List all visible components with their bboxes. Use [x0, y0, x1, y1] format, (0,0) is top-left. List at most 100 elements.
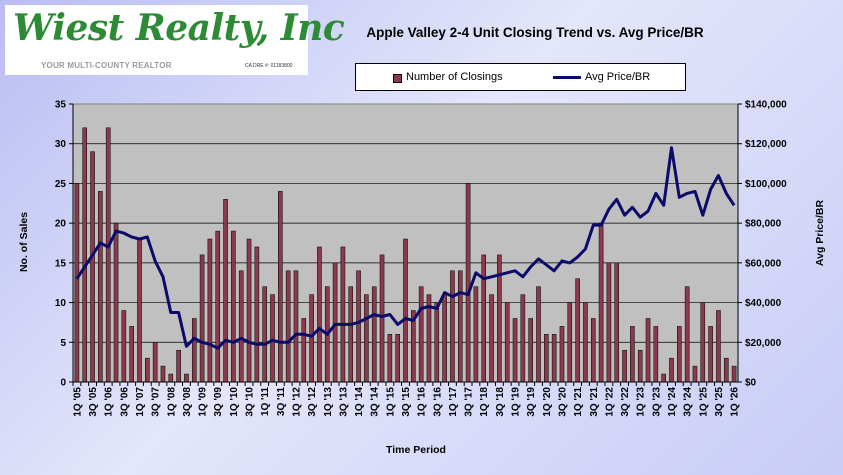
closings-bar — [528, 318, 533, 383]
closings-bar — [700, 302, 706, 383]
x-tick-label: 1Q '21 — [573, 387, 584, 417]
closings-bar — [285, 270, 291, 383]
closings-bar — [489, 294, 494, 383]
x-tick-label: 1Q '18 — [479, 387, 490, 417]
closings-bar — [207, 238, 213, 383]
y-tick-label: 30 — [55, 139, 67, 150]
x-axis-ticks: 1Q '05 3Q '05 1Q '06 3Q '06 1Q '07 3Q '07 1Q '… — [72, 381, 741, 417]
y-tick-label: 5 — [60, 338, 66, 349]
closings-bar — [481, 254, 487, 383]
closings-bar — [473, 286, 479, 383]
closings-bar — [434, 302, 440, 383]
y-tick-label: 20 — [55, 219, 67, 230]
closings-bar — [293, 270, 299, 383]
closings-bar — [301, 318, 307, 383]
x-tick-label: 3Q '19 — [526, 387, 537, 417]
closings-bar — [364, 294, 369, 383]
x-tick-label: 3Q '05 — [88, 387, 99, 417]
closings-bar — [176, 349, 181, 383]
closings-bar — [215, 230, 221, 383]
logo-brand-text: Wiest Realty, Inc — [13, 7, 345, 49]
closings-bar — [74, 183, 80, 383]
closings-bar — [379, 254, 385, 383]
x-tick-label: 3Q '18 — [495, 387, 506, 417]
x-axis-title: Time Period — [386, 444, 446, 456]
closings-bar — [716, 310, 721, 383]
closings-bar — [145, 357, 150, 383]
closings-bar — [348, 286, 354, 383]
x-tick-label: 3Q '12 — [307, 387, 318, 417]
y2-tick-label: $80,000 — [745, 219, 782, 230]
closings-bar — [168, 373, 174, 383]
left-axis-ticks: 0 5 10 15 20 25 30 35 — [55, 100, 74, 389]
closings-bar — [223, 199, 228, 383]
closings-bar — [246, 238, 252, 383]
right-axis-ticks: $0 $20,000 $40,000 $60,000 $80,000 $100,000 $1… — [737, 100, 787, 389]
closings-bar — [231, 230, 236, 383]
x-tick-label: 1Q '22 — [604, 387, 615, 417]
closings-bar — [317, 246, 322, 383]
x-tick-label: 3Q '20 — [557, 387, 568, 417]
closings-bar — [160, 365, 166, 383]
company-logo: Wiest Realty, Inc YOUR MULTI-COUNTY REAL… — [5, 5, 345, 75]
x-tick-label: 3Q '08 — [182, 387, 193, 417]
closings-bar — [575, 278, 580, 383]
closings-bar — [254, 246, 260, 383]
y2-tick-label: $60,000 — [745, 258, 782, 269]
x-tick-label: 3Q '13 — [338, 387, 349, 417]
logo-license-number: CA DRE #: 01183800 — [245, 63, 293, 69]
legend-swatch-avg-price — [553, 76, 581, 79]
logo-tagline: YOUR MULTI-COUNTY REALTOR — [41, 61, 172, 70]
closings-bar — [536, 286, 541, 383]
closings-bar — [403, 238, 408, 383]
closings-bar — [614, 262, 620, 383]
legend-label-closings: Number of Closings — [406, 71, 503, 83]
x-tick-label: 3Q '21 — [589, 387, 600, 417]
x-tick-label: 1Q '07 — [135, 387, 146, 417]
chart-title: Apple Valley 2-4 Unit Closing Trend vs. … — [366, 25, 704, 40]
x-tick-label: 1Q '06 — [104, 387, 115, 417]
closings-bar — [152, 342, 158, 383]
y2-tick-label: $40,000 — [745, 298, 782, 309]
closings-bar — [199, 254, 205, 383]
closings-bar — [645, 318, 651, 383]
x-tick-label: 1Q '16 — [417, 387, 428, 417]
closings-bar — [583, 302, 588, 383]
closings-bar — [184, 373, 189, 383]
closings-bar — [590, 318, 596, 383]
x-tick-label: 1Q '14 — [354, 387, 365, 417]
closings-bar — [544, 334, 549, 383]
closings-bar — [465, 183, 471, 383]
closings-bar — [105, 127, 111, 383]
x-tick-label: 1Q '20 — [542, 387, 553, 417]
closings-bar — [121, 310, 127, 383]
closings-bar — [191, 318, 197, 383]
y2-axis-title: Avg Price/BR — [814, 200, 826, 267]
y-tick-label: 25 — [55, 179, 67, 190]
x-tick-label: 3Q '24 — [683, 387, 694, 417]
closings-bar — [356, 270, 361, 383]
closings-bar — [113, 222, 119, 383]
closings-bar — [622, 349, 627, 383]
legend-label-avg-price: Avg Price/BR — [585, 71, 651, 83]
closings-bar — [270, 294, 275, 383]
x-tick-label: 3Q '09 — [213, 387, 224, 417]
closings-bar — [129, 326, 134, 383]
closings-bar — [332, 262, 338, 383]
closings-bar — [137, 238, 142, 383]
y-tick-label: 0 — [60, 378, 66, 389]
y2-tick-label: $0 — [745, 378, 757, 389]
closings-bar — [340, 246, 346, 383]
x-tick-label: 3Q '16 — [432, 387, 443, 417]
closings-bar — [677, 326, 682, 383]
closings-bar — [551, 334, 557, 383]
y2-tick-label: $20,000 — [745, 338, 782, 349]
closings-bar — [278, 191, 283, 383]
x-tick-label: 1Q '19 — [511, 387, 522, 417]
closings-bar — [559, 326, 565, 383]
x-tick-label: 1Q '13 — [323, 387, 334, 417]
closings-bar — [606, 262, 612, 383]
y-axis-title: No. of Sales — [18, 212, 30, 272]
closings-bar — [692, 365, 698, 383]
y2-tick-label: $140,000 — [745, 100, 787, 111]
